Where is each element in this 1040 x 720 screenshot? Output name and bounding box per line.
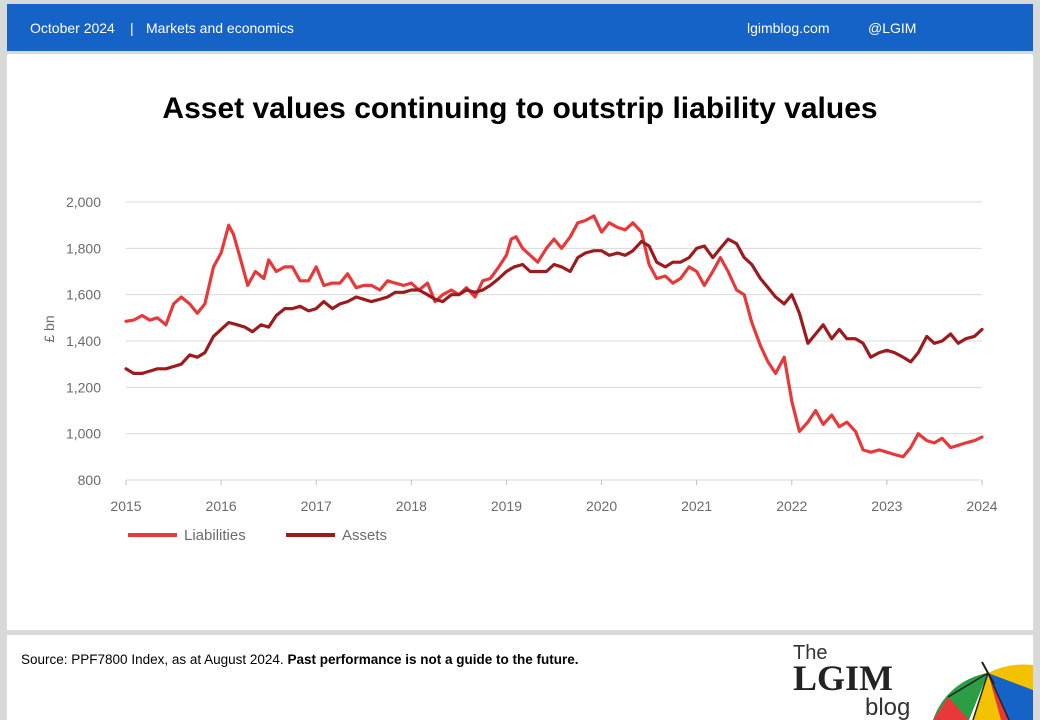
y-tick-label: 1,800	[66, 240, 101, 256]
umbrella-icon	[933, 661, 1033, 720]
x-tick-label: 2016	[206, 498, 237, 514]
header-site-link[interactable]: lgimblog.com	[747, 20, 830, 36]
y-tick-label: 2,000	[66, 194, 101, 210]
x-tick-label: 2018	[396, 498, 427, 514]
chart-panel: Asset values continuing to outstrip liab…	[7, 54, 1033, 630]
header-bar: October 2024 | Markets and economics lgi…	[7, 4, 1033, 51]
source-note: Source: PPF7800 Index, as at August 2024…	[21, 652, 579, 667]
x-tick-label: 2020	[586, 498, 617, 514]
chart-title: Asset values continuing to outstrip liab…	[162, 92, 878, 125]
x-tick-label: 2022	[776, 498, 807, 514]
header-twitter-handle[interactable]: @LGIM	[868, 20, 917, 36]
logo-name: LGIM	[793, 658, 893, 698]
line-chart: 800 1,000 1,200 1,400 1,600 1,800 2,000 2015 201…	[41, 194, 998, 544]
x-tick-label: 2023	[871, 498, 902, 514]
x-tick-label: 2019	[491, 498, 522, 514]
x-tick-label: 2017	[301, 498, 332, 514]
footer: Source: PPF7800 Index, as at August 2024…	[7, 635, 1033, 720]
logo-blog: blog	[865, 694, 910, 720]
disclaimer-text: Past performance is not a guide to the f…	[287, 652, 579, 667]
lgim-blog-logo: The LGIM blog	[793, 642, 1033, 720]
y-tick-label: 1,600	[66, 287, 101, 303]
y-tick-label: 1,000	[66, 426, 101, 442]
logo-the: The	[793, 642, 827, 664]
x-tick-label: 2015	[110, 498, 141, 514]
y-axis-label: £ bn	[41, 315, 57, 342]
y-tick-label: 1,400	[66, 333, 101, 349]
y-tick-label: 800	[78, 472, 102, 488]
x-tick-label: 2024	[966, 498, 997, 514]
legend-label-assets: Assets	[342, 527, 387, 544]
y-tick-label: 1,200	[66, 379, 101, 395]
x-tick-label: 2021	[681, 498, 712, 514]
header-separator: |	[130, 20, 134, 36]
series-line-liabilities	[124, 214, 984, 459]
series-line-assets	[124, 237, 984, 375]
header-category[interactable]: Markets and economics	[146, 20, 294, 36]
legend-label-liabilities: Liabilities	[184, 527, 246, 544]
header-date: October 2024	[30, 20, 115, 36]
source-text: Source: PPF7800 Index, as at August 2024…	[21, 652, 284, 667]
